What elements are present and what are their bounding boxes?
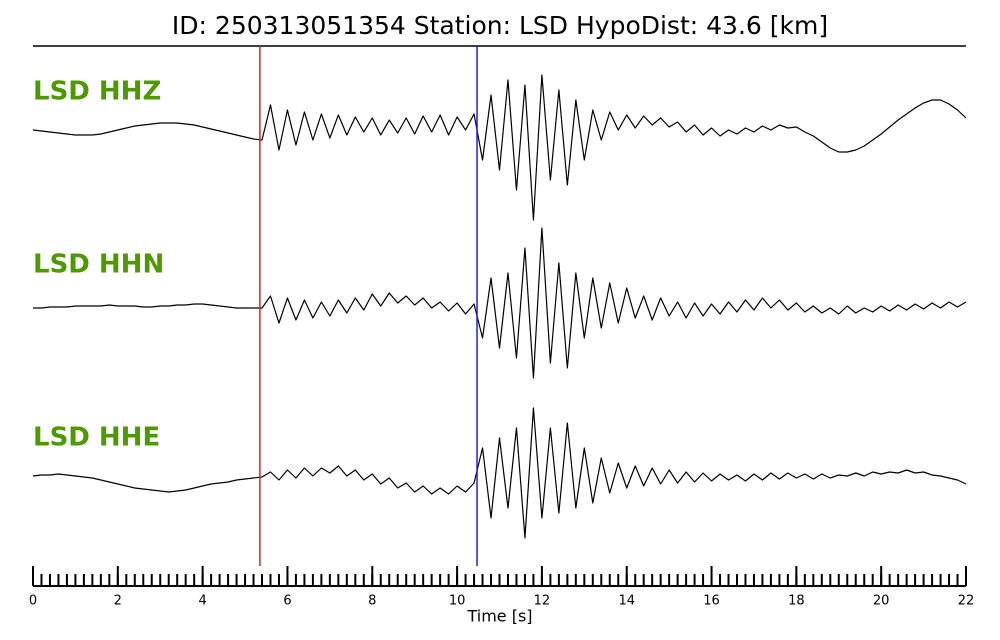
waveform [32,407,967,539]
x-tick-label: 10 [449,594,466,609]
x-tick-label: 20 [873,594,890,609]
x-tick-label: 2 [114,594,122,609]
x-tick-label: 12 [534,594,551,609]
x-tick-label: 6 [283,594,291,609]
trace-label: LSD HHE [33,423,160,453]
x-tick-label: 18 [788,594,805,609]
x-axis-label: Time [s] [466,607,532,626]
x-tick-label: 8 [368,594,376,609]
waveform [33,227,967,379]
trace-label: LSD HHN [33,250,164,280]
x-tick-label: 4 [198,594,206,609]
x-tick-label: 22 [958,594,975,609]
chart-title: ID: 250313051354 Station: LSD HypoDist: … [172,11,828,40]
x-tick-label: 0 [29,594,37,609]
x-tick-label: 14 [618,594,635,609]
x-tick-label: 16 [703,594,720,609]
waveform [32,74,967,221]
trace-label: LSD HHZ [33,77,161,107]
